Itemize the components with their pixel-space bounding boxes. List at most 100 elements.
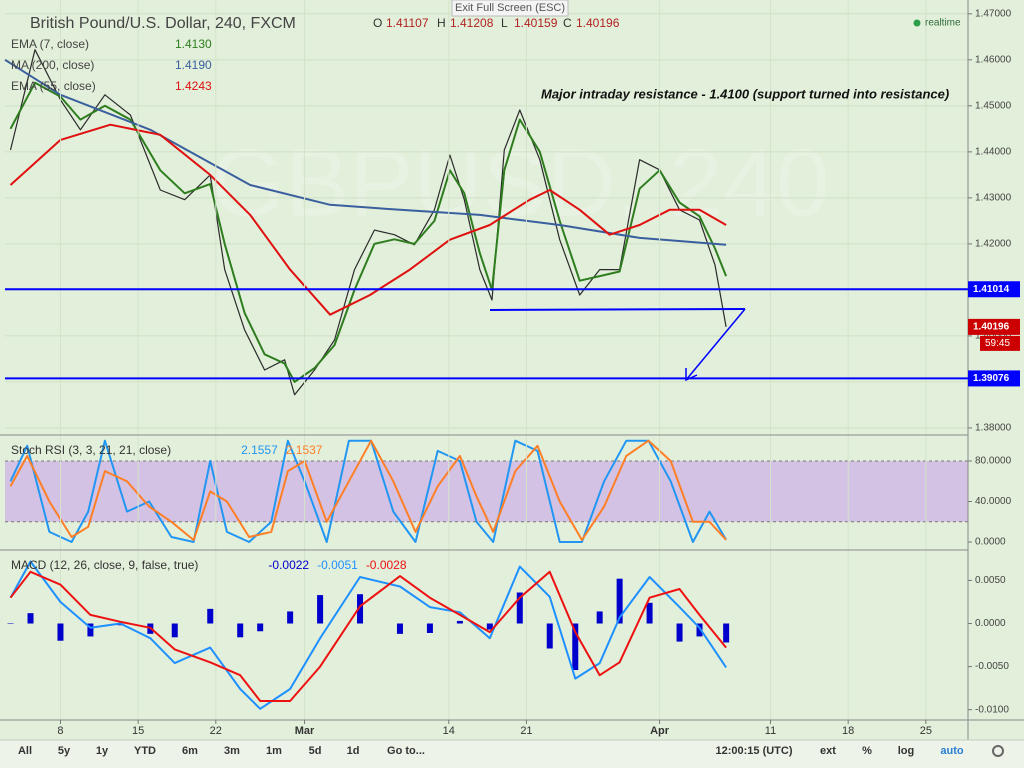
toolbar-button[interactable]: % <box>862 745 872 757</box>
histogram-bar <box>572 623 579 671</box>
toolbar-button[interactable]: YTD <box>134 745 156 757</box>
y-tick-label: -0.0050 <box>975 661 1009 672</box>
y-tick-label: 1.46000 <box>975 54 1012 65</box>
histogram-bar <box>207 608 214 624</box>
legend-value: -0.0022 <box>268 558 309 572</box>
legend-value: 1.4190 <box>175 58 212 72</box>
status-dot <box>913 19 921 27</box>
legend-name: MA (200, close) <box>11 58 94 72</box>
level-tag <box>968 370 1020 387</box>
x-tick-label: 22 <box>210 725 222 737</box>
series-line <box>9 49 727 396</box>
toolbar-button[interactable]: 5d <box>309 745 322 757</box>
histogram-bar <box>723 623 730 643</box>
pane-title: Stoch RSI (3, 3, 21, 21, close) <box>11 443 171 457</box>
y-tick-label: 1.47000 <box>975 8 1012 19</box>
series-line <box>4 58 727 246</box>
y-tick-label: 80.0000 <box>975 456 1012 467</box>
toolbar-button[interactable]: auto <box>940 745 964 757</box>
histogram-bar <box>516 592 523 624</box>
legend-value: -0.0028 <box>366 558 407 572</box>
histogram-bar <box>257 623 264 632</box>
legend-value: 1.4243 <box>175 79 212 93</box>
toolbar-button[interactable]: 6m <box>182 745 198 757</box>
arrow-head <box>685 368 698 382</box>
arrow-line <box>685 308 746 381</box>
level-tag <box>968 281 1020 298</box>
level-tag-label: 1.41014 <box>973 284 1010 295</box>
ohlc-key: H <box>437 16 446 30</box>
histogram-bar <box>57 623 64 641</box>
histogram-bar <box>171 623 178 638</box>
status: realtime <box>925 18 961 29</box>
series-line <box>9 570 727 702</box>
histogram-bar <box>396 623 403 634</box>
watermark: GBPUSD, 240 <box>211 129 830 236</box>
ohlc-key: C <box>563 16 572 30</box>
legend-name: EMA (7, close) <box>11 37 89 51</box>
x-tick-label: 25 <box>920 725 932 737</box>
ohlc-key: O <box>373 16 382 30</box>
y-tick-label: 1.43000 <box>975 193 1012 204</box>
x-tick-label: 11 <box>765 725 776 737</box>
toolbar-button[interactable]: Go to... <box>387 745 425 757</box>
x-tick-label: Mar <box>295 725 315 737</box>
toolbar-time: 12:00:15 (UTC) <box>715 745 792 757</box>
y-tick-label: 1.44000 <box>975 146 1012 157</box>
support-line <box>489 308 746 311</box>
toolbar-button[interactable]: 1y <box>96 745 109 757</box>
y-tick-label: 40.0000 <box>975 496 1012 507</box>
toolbar-button[interactable]: 1m <box>266 745 282 757</box>
y-tick-label: 1.42000 <box>975 239 1012 250</box>
histogram-bar <box>616 578 623 624</box>
series-line <box>9 439 727 543</box>
toolbar-button[interactable]: 3m <box>224 745 240 757</box>
toolbar <box>0 740 1024 768</box>
y-tick-label: 1.45000 <box>975 100 1012 111</box>
y-tick-label: 0.0000 <box>975 537 1006 548</box>
series-line <box>9 123 727 316</box>
toolbar-button[interactable]: ext <box>820 745 836 757</box>
histogram-bar <box>357 594 364 624</box>
legend-name: EMA (55, close) <box>11 79 96 93</box>
countdown-tag <box>980 335 1020 351</box>
legend-value: -0.0051 <box>317 558 358 572</box>
x-tick-label: 15 <box>132 725 144 737</box>
histogram-bar <box>317 595 324 624</box>
x-tick-label: 8 <box>57 725 63 737</box>
histogram-bar <box>646 602 653 624</box>
series-line <box>9 560 727 710</box>
toolbar-button[interactable]: log <box>898 745 915 757</box>
last-price-label: 1.40196 <box>973 322 1010 333</box>
toolbar-button[interactable]: 1d <box>347 745 360 757</box>
countdown: 59:45 <box>985 338 1010 349</box>
pane-title: MACD (12, 26, close, 9, false, true) <box>11 558 198 572</box>
y-tick-label: 0.0000 <box>975 618 1006 629</box>
legend-value: 2.1537 <box>286 443 323 457</box>
histogram-bar <box>676 623 683 642</box>
x-tick-label: 14 <box>443 725 455 737</box>
price-axis <box>968 0 1024 740</box>
last-price-tag <box>968 318 1020 335</box>
ohlc-value: 1.41107 <box>386 16 429 30</box>
toolbar-button[interactable]: All <box>18 745 32 757</box>
x-tick-label: 18 <box>842 725 854 737</box>
exit-fullscreen-label[interactable]: Exit Full Screen (ESC) <box>455 2 565 14</box>
toolbar-button[interactable]: 5y <box>58 745 71 757</box>
level-tag-label: 1.39076 <box>973 373 1010 384</box>
settings-gear[interactable] <box>992 745 1004 757</box>
ohlc-value: 1.41208 <box>450 16 494 30</box>
ohlc-key: L <box>501 16 508 30</box>
y-tick-label: 1.38000 <box>975 423 1012 434</box>
legend-value: 1.4130 <box>175 37 212 51</box>
ohlc-value: 1.40159 <box>514 16 558 30</box>
histogram-bar <box>596 611 603 624</box>
legend-value: 2.1557 <box>241 443 278 457</box>
stoch-band <box>5 461 968 522</box>
annotation: Major intraday resistance - 1.4100 (supp… <box>541 86 949 101</box>
exit-fullscreen[interactable] <box>451 0 569 17</box>
y-tick-label: -0.0100 <box>975 704 1009 715</box>
histogram-bar <box>87 623 94 637</box>
